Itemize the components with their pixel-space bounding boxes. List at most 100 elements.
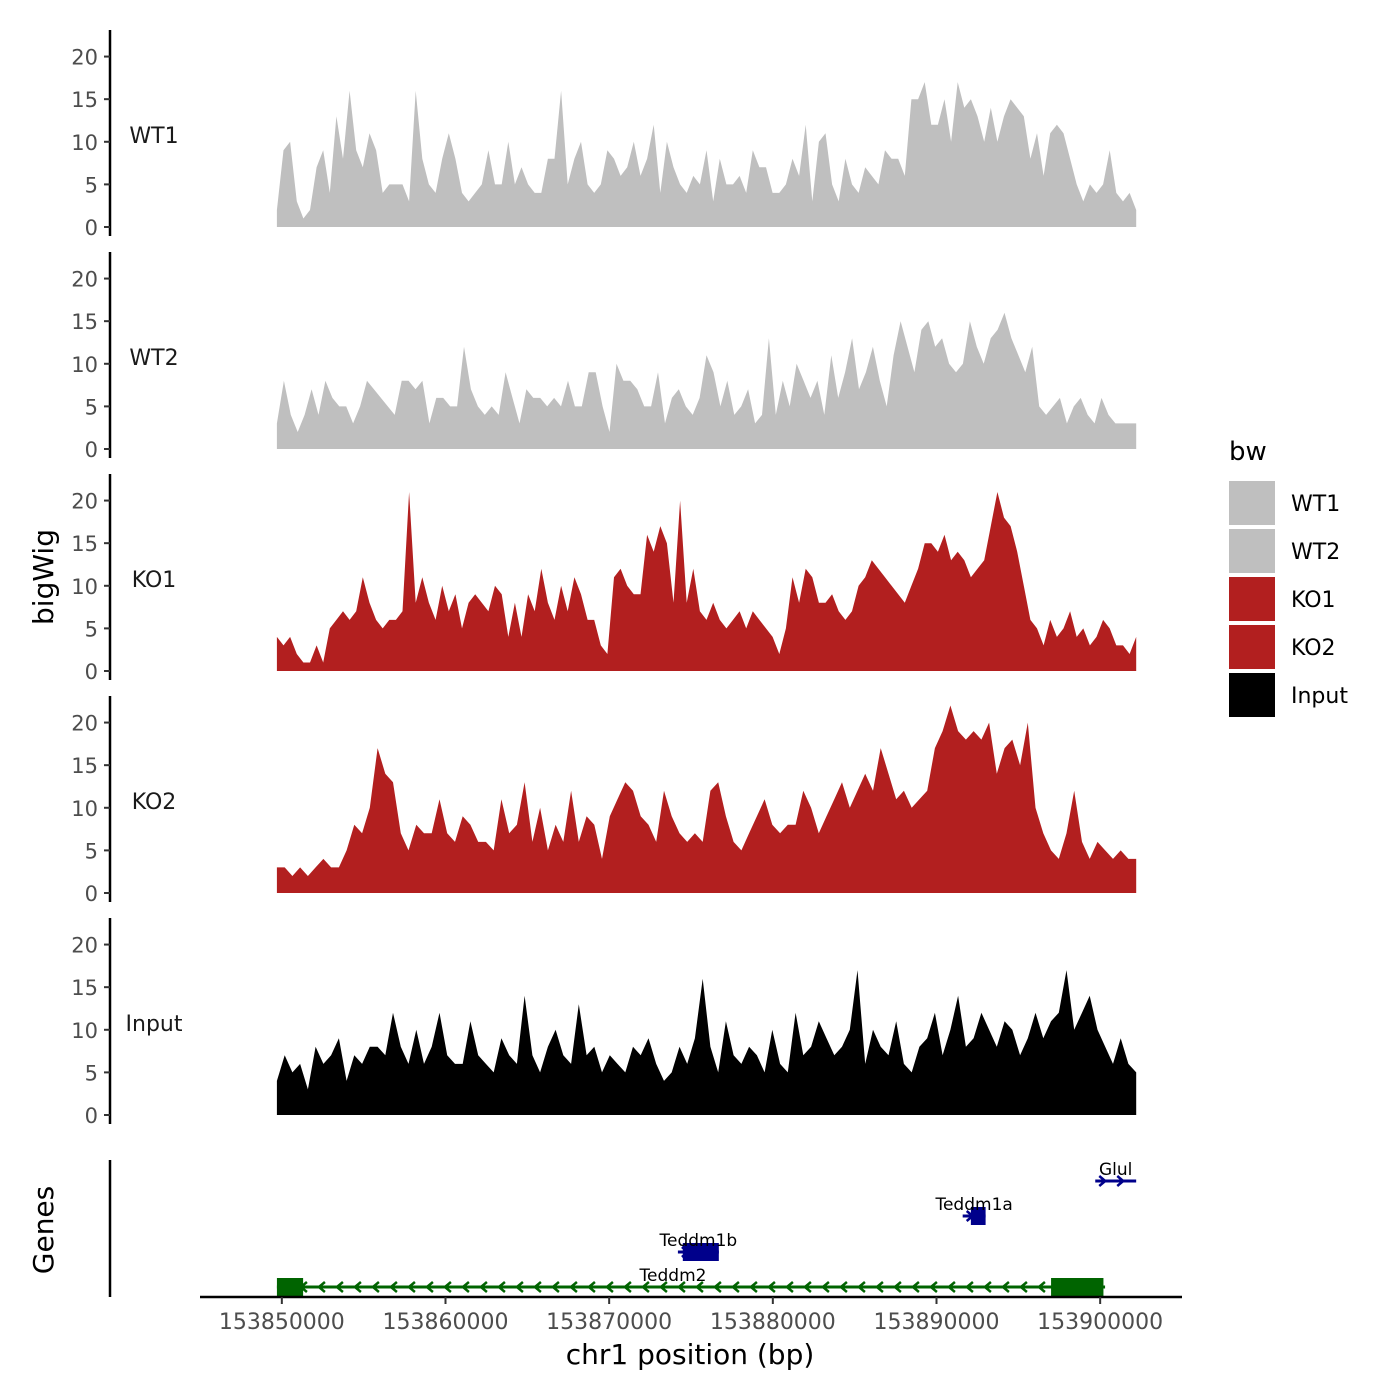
track-ko1: 0 5 10 15 20 KO1 bbox=[71, 474, 1137, 684]
y-tick-label: 20 bbox=[71, 934, 98, 958]
strand-arrow bbox=[478, 1281, 488, 1293]
coverage-area-ko2 bbox=[276, 705, 1137, 893]
strand-arrow bbox=[856, 1281, 866, 1293]
y-tick-label: 15 bbox=[71, 976, 98, 1000]
y-tick-label: 20 bbox=[71, 490, 98, 514]
strand-arrow bbox=[316, 1281, 326, 1293]
strand-arrow bbox=[946, 1281, 956, 1293]
y-tick-label: 20 bbox=[71, 268, 98, 292]
legend-swatch-ko2 bbox=[1229, 625, 1275, 669]
strand-arrow bbox=[712, 1281, 722, 1293]
y-tick-label: 5 bbox=[85, 395, 98, 419]
y-tick-label: 10 bbox=[71, 575, 98, 599]
strand-arrow bbox=[514, 1281, 524, 1293]
track-ko2: 0 5 10 15 20 KO2 bbox=[71, 696, 1137, 906]
gene-label: Teddm1a bbox=[934, 1195, 1012, 1215]
y-tick-label: 5 bbox=[85, 1061, 98, 1085]
y-tick-label: 10 bbox=[71, 353, 98, 377]
legend-swatch-ko1 bbox=[1229, 577, 1275, 621]
legend-swatch-input bbox=[1229, 673, 1275, 717]
legend-label-wt2: WT2 bbox=[1291, 540, 1340, 565]
x-tick-label: 153870000 bbox=[546, 1310, 672, 1335]
y-tick-label: 15 bbox=[71, 754, 98, 778]
strand-arrow bbox=[838, 1281, 848, 1293]
strand-arrow bbox=[1116, 1175, 1126, 1187]
strand-arrow bbox=[892, 1281, 902, 1293]
legend-label-ko2: KO2 bbox=[1291, 636, 1336, 661]
strand-arrow bbox=[352, 1281, 362, 1293]
y-tick-label: 0 bbox=[85, 438, 98, 462]
gene-glul: Glul bbox=[1095, 1160, 1137, 1187]
gene-teddm1a: Teddm1a bbox=[934, 1195, 1013, 1225]
x-tick-label: 153900000 bbox=[1037, 1310, 1163, 1335]
y-axis-label: bigWig bbox=[27, 529, 60, 625]
strand-arrow bbox=[640, 1281, 650, 1293]
y-tick-label: 20 bbox=[71, 712, 98, 736]
legend-swatch-wt1 bbox=[1229, 481, 1275, 525]
y-tick-label: 0 bbox=[85, 216, 98, 240]
x-tick-label: 153890000 bbox=[874, 1310, 1000, 1335]
track-wt2: 0 5 10 15 20 WT2 bbox=[71, 252, 1137, 462]
strand-arrow bbox=[334, 1281, 344, 1293]
strand-arrow bbox=[496, 1281, 506, 1293]
coverage-area-ko1 bbox=[276, 492, 1137, 671]
y-tick-label: 0 bbox=[85, 1104, 98, 1128]
strand-arrow bbox=[1098, 1175, 1108, 1187]
gene-teddm2: Teddm2 bbox=[276, 1266, 1106, 1296]
gene-exon bbox=[1051, 1278, 1104, 1296]
coverage-area-wt2 bbox=[276, 312, 1137, 449]
x-tick-label: 153880000 bbox=[710, 1310, 836, 1335]
genes-axis-label: Genes bbox=[27, 1186, 60, 1274]
x-axis: 153850000 153860000 153870000 153880000 1538… bbox=[200, 1295, 1182, 1335]
gene-label: Teddm2 bbox=[639, 1266, 707, 1286]
legend: bw WT1 WT2 KO1 KO2 Input bbox=[1229, 437, 1348, 717]
strand-arrow bbox=[910, 1281, 920, 1293]
gene-label: Glul bbox=[1099, 1160, 1132, 1180]
gene-teddm1b: Teddm1b bbox=[659, 1231, 737, 1261]
gene-track: Glul Teddm1a Teddm1b Teddm2 bbox=[108, 1160, 1137, 1297]
y-tick-label: 5 bbox=[85, 839, 98, 863]
x-tick-label: 153860000 bbox=[383, 1310, 509, 1335]
strand-arrow bbox=[658, 1281, 668, 1293]
y-tick-label: 15 bbox=[71, 532, 98, 556]
strand-arrow bbox=[820, 1281, 830, 1293]
coverage-area-wt1 bbox=[276, 82, 1137, 227]
legend-label-ko1: KO1 bbox=[1291, 588, 1336, 613]
y-tick-label: 0 bbox=[85, 882, 98, 906]
y-tick-label: 15 bbox=[71, 88, 98, 112]
legend-swatch-wt2 bbox=[1229, 529, 1275, 573]
y-tick-label: 10 bbox=[71, 797, 98, 821]
x-tick-label: 153850000 bbox=[219, 1310, 345, 1335]
track-label: Input bbox=[126, 1012, 183, 1037]
strand-arrow bbox=[1000, 1281, 1010, 1293]
strand-arrow bbox=[964, 1281, 974, 1293]
strand-arrow bbox=[586, 1281, 596, 1293]
strand-arrow bbox=[802, 1281, 812, 1293]
strand-arrow bbox=[622, 1281, 632, 1293]
strand-arrow bbox=[442, 1281, 452, 1293]
track-input: 0 5 10 15 20 Input bbox=[71, 918, 1137, 1128]
legend-label-wt1: WT1 bbox=[1291, 492, 1340, 517]
track-wt1: 0 5 10 15 20 WT1 bbox=[71, 30, 1137, 240]
track-label: KO2 bbox=[132, 790, 177, 815]
track-label: WT1 bbox=[129, 124, 178, 149]
strand-arrow bbox=[1018, 1281, 1028, 1293]
strand-arrow bbox=[982, 1281, 992, 1293]
strand-arrow bbox=[694, 1281, 704, 1293]
track-label: WT2 bbox=[129, 346, 178, 371]
legend-title: bw bbox=[1229, 437, 1267, 467]
x-axis-label: chr1 position (bp) bbox=[566, 1338, 815, 1371]
gene-exon bbox=[682, 1243, 719, 1261]
strand-arrow bbox=[460, 1281, 470, 1293]
track-panels: 0 5 10 15 20 WT1 0 5 10 15 20 WT2 0 5 10 15 20 KO1 0 5 10 15 2… bbox=[71, 30, 1137, 1128]
strand-arrow bbox=[784, 1281, 794, 1293]
y-tick-label: 10 bbox=[71, 1019, 98, 1043]
strand-arrow bbox=[604, 1281, 614, 1293]
strand-arrow bbox=[928, 1281, 938, 1293]
strand-arrow bbox=[568, 1281, 578, 1293]
strand-arrow bbox=[406, 1281, 416, 1293]
y-tick-label: 20 bbox=[71, 46, 98, 70]
strand-arrow bbox=[532, 1281, 542, 1293]
strand-arrow bbox=[766, 1281, 776, 1293]
